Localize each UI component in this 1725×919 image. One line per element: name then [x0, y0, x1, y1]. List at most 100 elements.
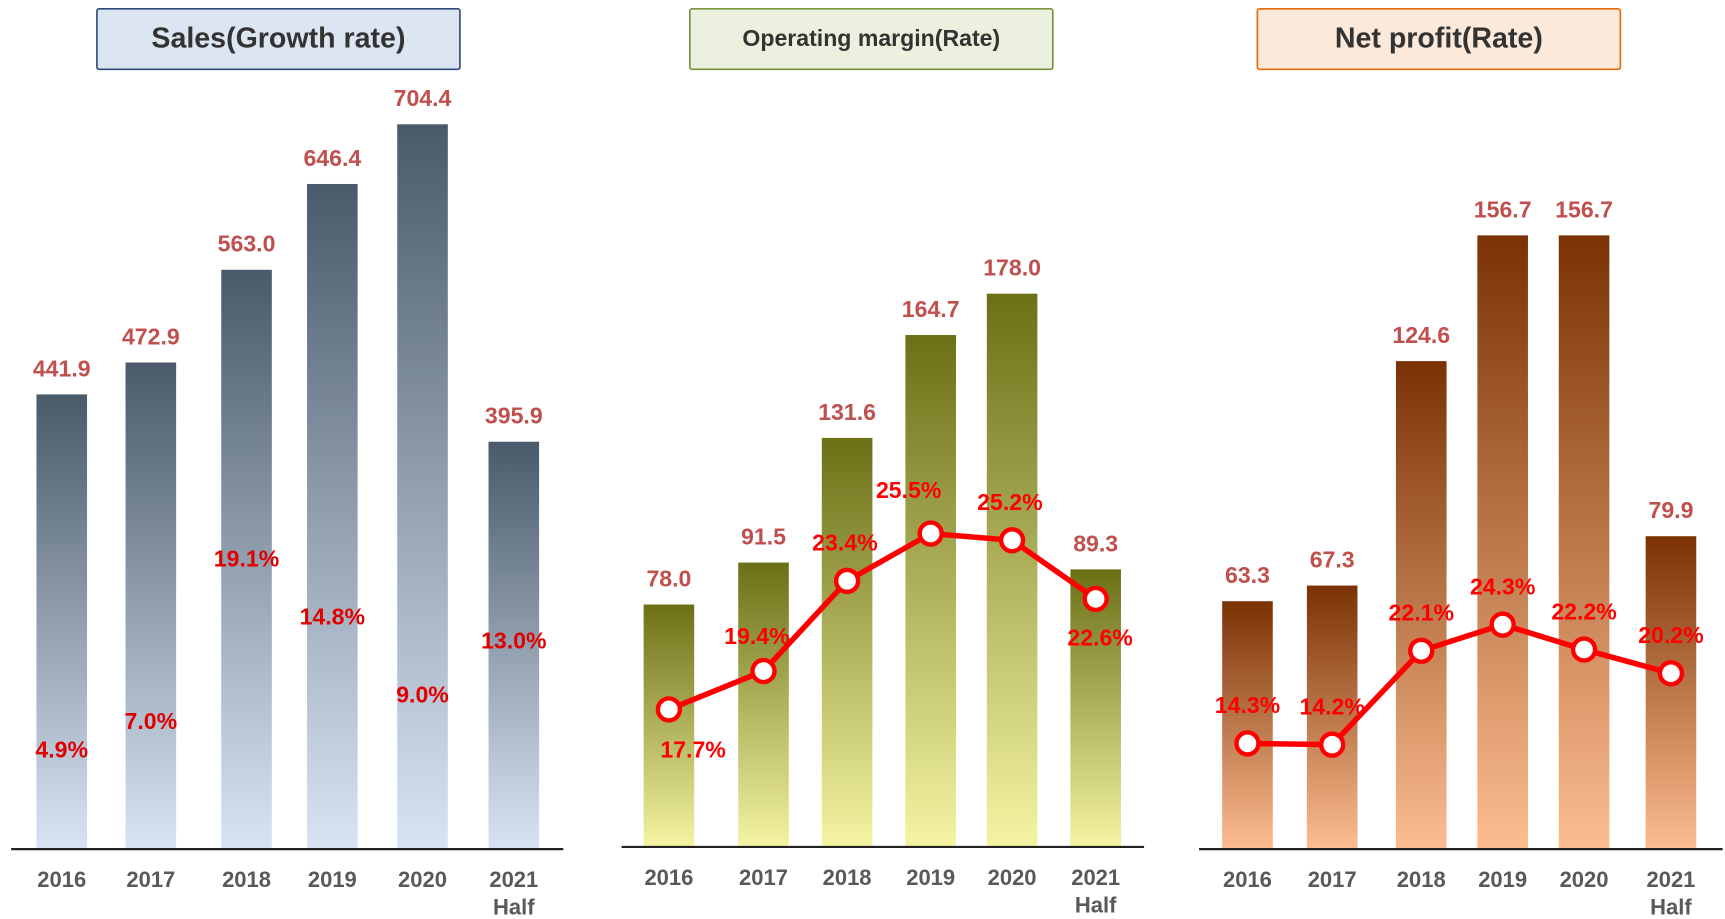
- tick-line: 2019: [1478, 867, 1527, 892]
- value-label: 91.5: [741, 523, 786, 549]
- value-label: 156.7: [1555, 196, 1613, 222]
- bar: [1306, 585, 1358, 850]
- rate-label: 14.3%: [1215, 692, 1280, 718]
- tick-line: 2018: [1397, 867, 1446, 892]
- value-label: 472.9: [122, 323, 180, 349]
- rate-label: 17.7%: [660, 736, 725, 762]
- rate-label: 22.1%: [1389, 600, 1454, 626]
- value-label: 395.9: [485, 403, 543, 429]
- bar: [125, 362, 177, 850]
- x-tick-label: 2018: [1397, 867, 1446, 892]
- value-label: 124.6: [1392, 322, 1450, 348]
- bar: [307, 183, 358, 850]
- tick-line: 2021: [1071, 865, 1120, 890]
- x-tick-label: 2016: [644, 865, 693, 890]
- x-tick-label: 2017: [1308, 867, 1357, 892]
- chart-title: Sales(Growth rate): [151, 23, 405, 55]
- tick-line: 2019: [308, 867, 357, 892]
- x-tick-label: 2017: [739, 865, 788, 890]
- bar: [488, 441, 540, 850]
- tick-line: 2018: [823, 865, 872, 890]
- rate-marker: [917, 520, 944, 547]
- bar: [821, 437, 873, 847]
- rate-label: 25.2%: [977, 489, 1042, 515]
- tick-line: 2016: [1223, 867, 1272, 892]
- x-tick-label: 2019: [308, 867, 357, 892]
- tick-line: 2016: [37, 867, 86, 892]
- value-label: 441.9: [33, 355, 91, 381]
- x-tick-label: 2021 Half: [1071, 865, 1120, 917]
- tick-line: 2020: [398, 867, 447, 892]
- value-label: 67.3: [1310, 546, 1355, 572]
- rate-label: 25.5%: [876, 477, 941, 503]
- rate-marker: [1408, 637, 1435, 664]
- tick-line: 2019: [906, 865, 955, 890]
- chart-title: Operating margin(Rate): [742, 25, 1000, 51]
- x-tick-label: 2021 Half: [489, 867, 538, 919]
- tick-line: 2016: [644, 865, 693, 890]
- tick-line: 2021: [1646, 867, 1695, 892]
- x-tick-label: 2020: [988, 865, 1037, 890]
- value-label: 563.0: [218, 231, 276, 257]
- value-label: 164.7: [902, 296, 960, 322]
- title-box: [96, 7, 461, 71]
- rate-marker: [833, 567, 861, 595]
- value-label: 178.0: [983, 255, 1041, 281]
- tick-line: 2020: [1560, 867, 1609, 892]
- rate-marker: [1318, 731, 1346, 758]
- rate-label: 19.4%: [724, 623, 789, 649]
- rate-line: [667, 530, 1098, 712]
- tick-line: 2017: [126, 867, 175, 892]
- rate-label: 22.6%: [1067, 625, 1132, 651]
- rate-label: 22.2%: [1551, 598, 1616, 624]
- rate-label: 9.0%: [396, 681, 449, 707]
- x-tick-label: 2016: [37, 867, 86, 892]
- rate-label: 23.4%: [812, 530, 877, 556]
- rate-label: 19.1%: [214, 546, 279, 572]
- rate-label: 4.9%: [35, 736, 88, 762]
- rate-marker: [1570, 636, 1598, 663]
- x-tick-label: 2018: [823, 865, 872, 890]
- value-label: 89.3: [1073, 530, 1118, 556]
- x-tick-label: 2019: [906, 865, 955, 890]
- value-label: 131.6: [818, 399, 876, 425]
- value-label: 704.4: [394, 85, 452, 111]
- tick-line: Half: [1075, 892, 1117, 917]
- bar: [397, 124, 448, 850]
- x-tick-label: 2021 Half: [1646, 867, 1695, 919]
- bar: [738, 562, 789, 847]
- rate-marker: [998, 527, 1026, 554]
- chart-title: Net profit(Rate): [1335, 23, 1543, 55]
- value-label: 63.3: [1225, 562, 1270, 588]
- rate-marker: [655, 696, 683, 723]
- bar: [1645, 536, 1697, 850]
- bar: [643, 604, 695, 847]
- title-box: [1256, 7, 1622, 71]
- x-tick-label: 2020: [1560, 867, 1609, 892]
- rate-label: 14.2%: [1299, 693, 1364, 719]
- bar: [905, 335, 956, 847]
- tick-line: 2021: [489, 867, 538, 892]
- bar: [36, 394, 88, 850]
- rate-label: 13.0%: [481, 628, 546, 654]
- x-tick-label: 2018: [222, 867, 271, 892]
- value-label: 646.4: [303, 145, 361, 171]
- x-tick-label: 2017: [126, 867, 175, 892]
- bar: [1070, 569, 1121, 847]
- tick-line: Half: [493, 894, 535, 919]
- bar: [1558, 235, 1610, 850]
- bar: [1477, 235, 1528, 850]
- rate-label: 14.8%: [300, 603, 365, 629]
- x-tick-label: 2020: [398, 867, 447, 892]
- tick-line: Half: [1650, 894, 1692, 919]
- title-box: [688, 7, 1054, 71]
- bar: [221, 269, 272, 850]
- rate-marker: [1489, 611, 1516, 638]
- tick-line: 2017: [1308, 867, 1357, 892]
- x-tick-label: 2016: [1223, 867, 1272, 892]
- bar: [1395, 361, 1447, 850]
- tick-line: 2017: [739, 865, 788, 890]
- rate-label: 24.3%: [1470, 573, 1535, 599]
- value-label: 79.9: [1648, 497, 1693, 523]
